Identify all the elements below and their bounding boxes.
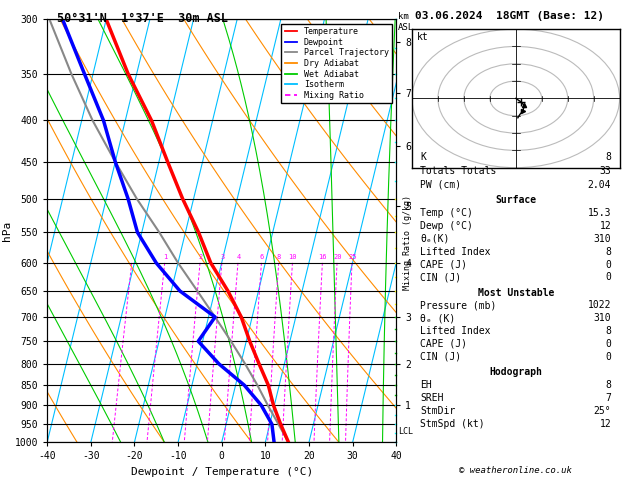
Text: Lifted Index: Lifted Index bbox=[420, 247, 491, 257]
Text: 0: 0 bbox=[605, 352, 611, 362]
Text: 25°: 25° bbox=[594, 406, 611, 416]
Text: StmDir: StmDir bbox=[420, 406, 455, 416]
Text: 8: 8 bbox=[277, 254, 281, 260]
Text: kt: kt bbox=[417, 32, 429, 41]
Text: CIN (J): CIN (J) bbox=[420, 352, 462, 362]
Text: Surface: Surface bbox=[495, 195, 537, 206]
Text: Pressure (mb): Pressure (mb) bbox=[420, 300, 497, 311]
Text: 7: 7 bbox=[605, 393, 611, 403]
Text: CAPE (J): CAPE (J) bbox=[420, 260, 467, 270]
Text: 8: 8 bbox=[605, 247, 611, 257]
Text: 1: 1 bbox=[163, 254, 167, 260]
Text: CIN (J): CIN (J) bbox=[420, 272, 462, 282]
Text: 0: 0 bbox=[605, 272, 611, 282]
Text: 310: 310 bbox=[594, 234, 611, 244]
Text: Dewp (°C): Dewp (°C) bbox=[420, 221, 473, 231]
Text: 16: 16 bbox=[318, 254, 327, 260]
Text: StmSpd (kt): StmSpd (kt) bbox=[420, 418, 485, 429]
Text: 4: 4 bbox=[237, 254, 240, 260]
Text: SREH: SREH bbox=[420, 393, 444, 403]
Text: LCL: LCL bbox=[398, 427, 413, 436]
Text: 15.3: 15.3 bbox=[587, 208, 611, 218]
Text: Lifted Index: Lifted Index bbox=[420, 326, 491, 336]
Text: K: K bbox=[420, 152, 426, 162]
Y-axis label: hPa: hPa bbox=[2, 221, 12, 241]
Text: 12: 12 bbox=[599, 221, 611, 231]
Text: Totals Totals: Totals Totals bbox=[420, 166, 497, 176]
Text: © weatheronline.co.uk: © weatheronline.co.uk bbox=[459, 466, 572, 475]
Text: CAPE (J): CAPE (J) bbox=[420, 339, 467, 349]
Text: PW (cm): PW (cm) bbox=[420, 180, 462, 190]
Text: 2: 2 bbox=[198, 254, 203, 260]
Text: 10: 10 bbox=[289, 254, 297, 260]
Text: 33: 33 bbox=[599, 166, 611, 176]
Text: 03.06.2024  18GMT (Base: 12): 03.06.2024 18GMT (Base: 12) bbox=[415, 11, 604, 21]
Text: Hodograph: Hodograph bbox=[489, 367, 542, 377]
Text: θₑ (K): θₑ (K) bbox=[420, 313, 455, 323]
Text: 0: 0 bbox=[605, 339, 611, 349]
Text: Mixing Ratio (g/kg): Mixing Ratio (g/kg) bbox=[403, 195, 412, 291]
Legend: Temperature, Dewpoint, Parcel Trajectory, Dry Adiabat, Wet Adiabat, Isotherm, Mi: Temperature, Dewpoint, Parcel Trajectory… bbox=[281, 24, 392, 103]
Text: Temp (°C): Temp (°C) bbox=[420, 208, 473, 218]
Text: Most Unstable: Most Unstable bbox=[477, 288, 554, 297]
Text: 20: 20 bbox=[333, 254, 342, 260]
Text: 310: 310 bbox=[594, 313, 611, 323]
Text: 3: 3 bbox=[220, 254, 225, 260]
Text: 8: 8 bbox=[605, 380, 611, 390]
Text: EH: EH bbox=[420, 380, 432, 390]
Text: θₑ(K): θₑ(K) bbox=[420, 234, 450, 244]
Text: 8: 8 bbox=[605, 152, 611, 162]
Text: 12: 12 bbox=[599, 418, 611, 429]
Text: 0: 0 bbox=[605, 260, 611, 270]
Text: 50°31'N  1°37'E  30m ASL: 50°31'N 1°37'E 30m ASL bbox=[57, 12, 228, 25]
Text: 6: 6 bbox=[260, 254, 264, 260]
X-axis label: Dewpoint / Temperature (°C): Dewpoint / Temperature (°C) bbox=[131, 467, 313, 477]
Text: 1022: 1022 bbox=[587, 300, 611, 311]
Text: 8: 8 bbox=[605, 326, 611, 336]
Text: 2.04: 2.04 bbox=[587, 180, 611, 190]
Text: km
ASL: km ASL bbox=[398, 12, 414, 32]
Text: 25: 25 bbox=[348, 254, 357, 260]
